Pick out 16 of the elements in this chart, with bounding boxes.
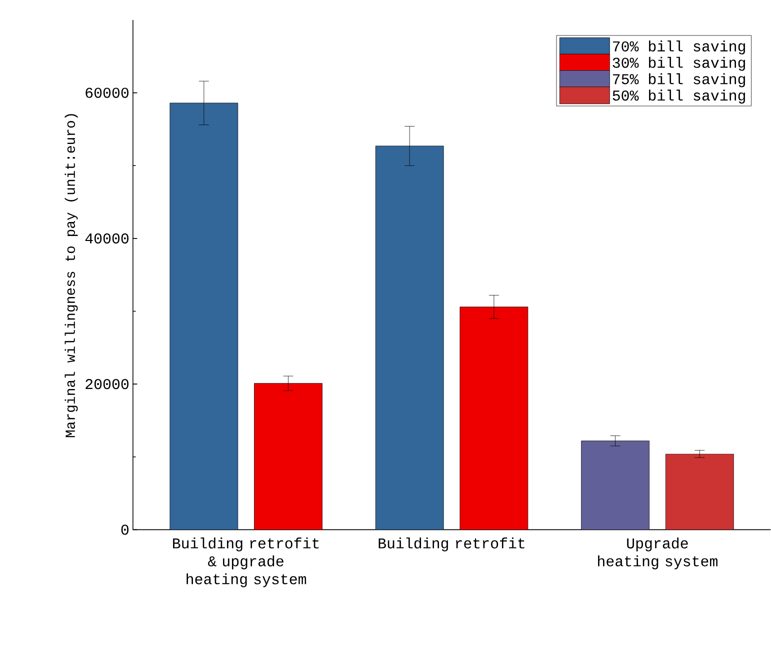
bar bbox=[170, 102, 238, 530]
y-axis-title: Marginal willingness to pay (unit:euro) bbox=[64, 114, 78, 438]
y-tick-label: 0 bbox=[121, 524, 128, 535]
legend-label: 50% bill saving bbox=[612, 90, 745, 104]
y-tick-label: 40000 bbox=[85, 234, 128, 244]
legend-label: 30% bill saving bbox=[612, 57, 745, 71]
legend-label: 70% bill saving bbox=[613, 40, 745, 55]
x-tick-label: Building retrofit bbox=[378, 538, 524, 552]
y-tick-label: 60000 bbox=[86, 88, 128, 98]
legend-label: 75% bill saving bbox=[613, 73, 745, 88]
x-tick-label: Upgrade heating system bbox=[598, 538, 718, 570]
x-tick-label: Building retrofit & upgrade heating system bbox=[173, 538, 319, 588]
bar bbox=[375, 146, 444, 530]
bar bbox=[460, 306, 528, 530]
bar bbox=[254, 383, 322, 530]
y-tick-label: 20000 bbox=[86, 379, 128, 390]
